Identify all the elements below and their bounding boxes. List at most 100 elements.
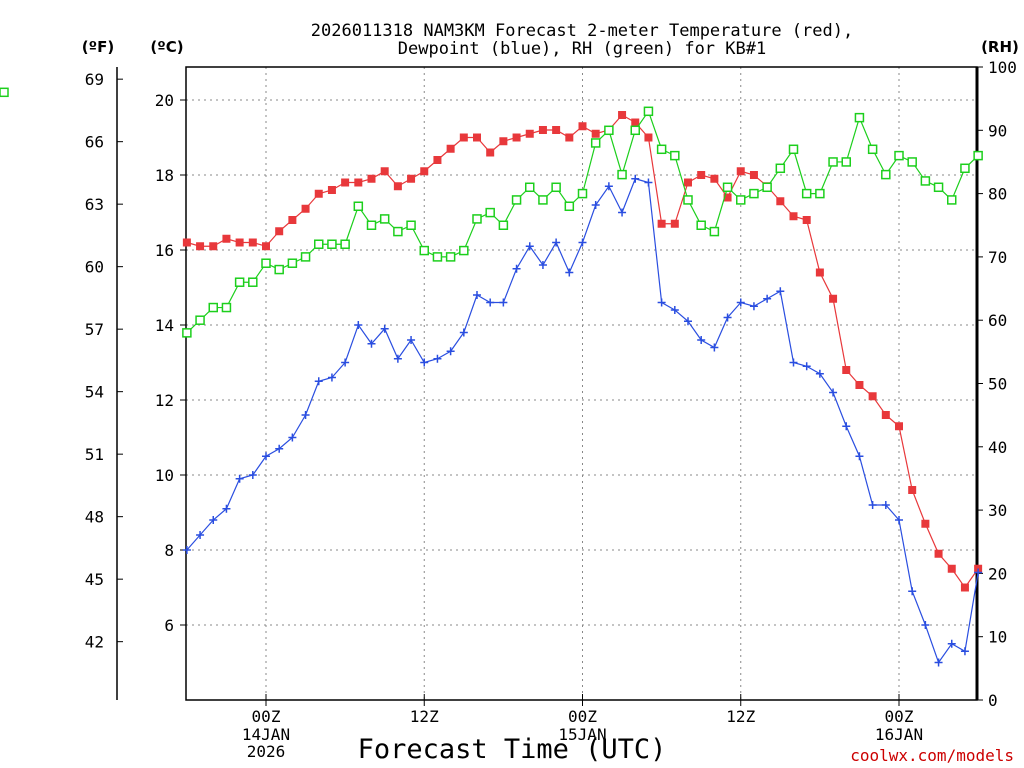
dewpoint-point (393, 354, 402, 363)
celsius-tick-label: 20 (155, 91, 174, 110)
rh-point (472, 214, 482, 224)
dewpoint-point (341, 358, 350, 367)
time-tick-label: 00Z (568, 707, 597, 726)
temperature-point (354, 178, 363, 187)
dewpoint-point (314, 377, 323, 386)
rh-point (867, 144, 878, 155)
temperature-point (433, 156, 442, 164)
rh-point (960, 163, 970, 174)
dewpoint-point (644, 178, 653, 187)
temperature-point (881, 411, 890, 419)
temperature-point (407, 174, 416, 183)
rh-point (643, 106, 654, 117)
rh-point (947, 195, 957, 205)
temperature-point (248, 238, 257, 247)
dewpoint-point (565, 268, 574, 277)
dewpoint-point (631, 174, 640, 183)
dewpoint-point (895, 516, 903, 524)
dewpoint-series (182, 174, 983, 667)
dewpoint-point (921, 621, 930, 629)
dewpoint-point (446, 347, 455, 356)
dewpoint-point (736, 298, 745, 307)
celsius-tick-label: 6 (164, 616, 174, 635)
temperature-point (275, 227, 284, 236)
temperature-point (908, 486, 917, 494)
axes: 6 8 10 12 14 16 18 20 42 45 48 51 54 57 60 63 66 69 0 10 20 3… (85, 58, 1017, 761)
fahrenheit-tick-label: 42 (85, 633, 104, 652)
rh-point (630, 125, 640, 136)
temperature-point (327, 186, 336, 194)
rh-point (551, 182, 561, 193)
rh-point (538, 195, 548, 205)
chart-title-line2: Dewpoint (blue), RH (green) for KB#1 (398, 39, 766, 59)
fahrenheit-tick-label: 45 (85, 570, 104, 589)
rh-tick-label: 50 (988, 375, 1007, 394)
temperature-point (684, 178, 692, 187)
rh-point (736, 195, 746, 205)
rh-point (261, 258, 271, 268)
dewpoint-point (908, 587, 917, 596)
dewpoint-point (380, 324, 389, 333)
temperature-point (947, 564, 956, 573)
dewpoint-point (789, 358, 798, 367)
temperature-line (186, 114, 979, 589)
dewpoint-point (552, 238, 561, 247)
dewpoint-point (684, 317, 692, 326)
dewpoint-point (512, 264, 521, 273)
dewpoint-point (420, 358, 429, 367)
dewpoint-point (578, 238, 587, 247)
dewpoint-point (868, 501, 877, 509)
dewpoint-point (855, 452, 864, 461)
rh-point (221, 302, 232, 313)
rh-point (815, 188, 825, 199)
rh-tick-label: 90 (988, 121, 1007, 140)
temperature-point (486, 148, 495, 157)
dewpoint-point (881, 501, 890, 509)
rh-point (775, 163, 786, 174)
date-tick-label: 14JAN (242, 725, 290, 744)
dewpoint-point (710, 343, 719, 352)
temperature-point (895, 422, 903, 431)
fahrenheit-tick-label: 69 (85, 70, 104, 89)
celsius-tick-label: 18 (155, 166, 174, 185)
dewpoint-point (670, 306, 679, 314)
date-tick-label: 16JAN (875, 725, 923, 744)
temperature-point (393, 182, 402, 191)
fahrenheit-tick-label: 66 (85, 133, 104, 152)
temperature-point (670, 219, 679, 228)
chart-title-line1: 2026011318 NAM3KM Forecast 2-meter Tempe… (311, 21, 853, 41)
celsius-axis-unit: (ºC) (150, 38, 183, 56)
temperature-point (855, 381, 864, 389)
dewpoint-point (960, 647, 969, 656)
rh-point (248, 277, 258, 287)
temperature-point (552, 126, 561, 134)
rh-point (973, 150, 983, 161)
dewpoint-point (222, 504, 231, 513)
dewpoint-point (301, 411, 310, 419)
temperature-point (341, 178, 350, 187)
rh-point (485, 207, 495, 218)
temperature-point (222, 234, 231, 243)
fahrenheit-tick-label: 54 (85, 383, 104, 402)
rh-point (722, 182, 733, 193)
dewpoint-point (459, 328, 468, 337)
rh-point (182, 328, 192, 338)
temperature-point (235, 238, 244, 247)
dewpoint-point (947, 639, 956, 648)
temperature-point (723, 193, 732, 202)
temperature-point (525, 129, 534, 138)
dewpoint-point (763, 294, 772, 303)
temperature-point (182, 238, 191, 247)
rh-point (577, 188, 588, 199)
rh-point (801, 188, 812, 199)
rh-point (327, 239, 337, 249)
rh-point (907, 157, 917, 167)
temperature-point (697, 171, 706, 179)
rh-point (696, 220, 706, 230)
temperature-point (815, 268, 824, 277)
dewpoint-point (235, 474, 244, 483)
temperature-point (565, 133, 574, 142)
rh-point (841, 157, 851, 167)
temperature-point (367, 174, 376, 183)
